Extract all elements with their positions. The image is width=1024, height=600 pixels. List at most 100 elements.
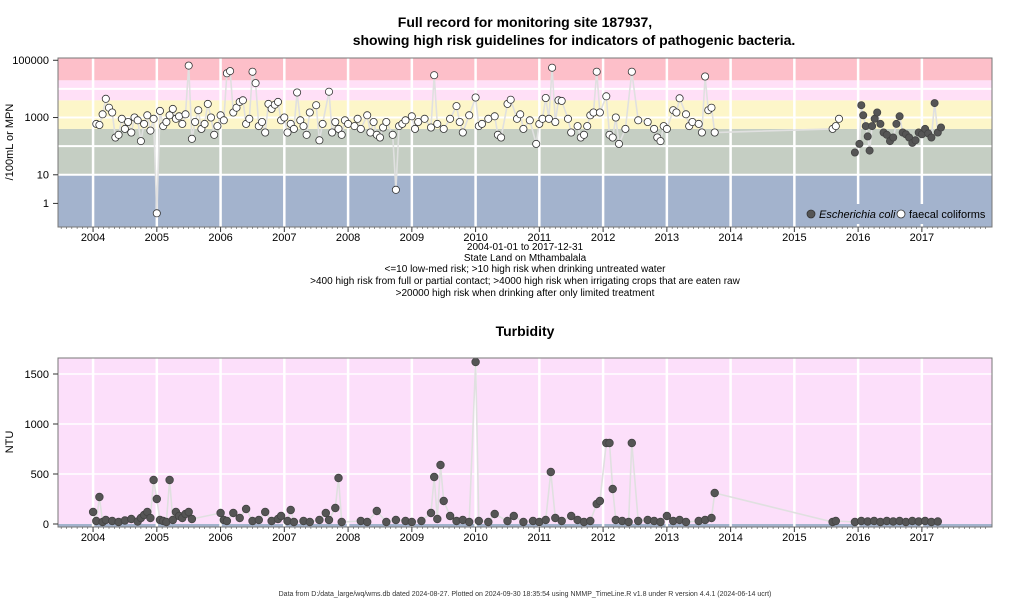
turbidity-point-29 <box>222 516 232 526</box>
faecal-coliform-point-2 <box>98 110 107 119</box>
faecal-coliform-point-11 <box>127 128 136 137</box>
x2-tick-label-2011: 2011 <box>528 532 552 544</box>
turbidity-point-51 <box>363 517 372 527</box>
chart2-background <box>58 358 992 527</box>
turbidity-point-32 <box>241 504 251 514</box>
note-site-name: State Land on Mthambalala <box>464 253 587 264</box>
turbidity-point-48 <box>334 473 343 483</box>
faecal-coliform-point-99 <box>433 119 442 128</box>
faecal-coliform-point-137 <box>595 108 604 117</box>
faecal-coliform-point-9 <box>120 124 129 133</box>
faecal-coliform-point-65 <box>299 122 308 131</box>
faecal-coliform-point-10 <box>124 118 133 127</box>
faecal-coliform-point-114 <box>506 95 515 104</box>
x2-tick-label-2009: 2009 <box>400 532 424 544</box>
note-date-range: 2004-01-01 to 2017-12-31 <box>467 242 584 253</box>
faecal-coliform-point-123 <box>544 114 553 123</box>
faecal-coliform-point-133 <box>583 122 592 131</box>
faecal-coliform-point-59 <box>280 113 289 122</box>
turbidity-point-76 <box>541 515 550 525</box>
ecoli-point-6 <box>865 146 874 155</box>
faecal-coliform-point-138 <box>602 92 611 101</box>
turbidity-point-47 <box>331 503 340 513</box>
ecoli-point-15 <box>892 119 901 128</box>
faecal-coliform-point-7 <box>114 130 123 139</box>
chart1-title-line1: Full record for monitoring site 187937, <box>398 14 652 30</box>
faecal-coliform-point-1 <box>95 121 104 130</box>
faecal-coliform-point-22 <box>162 118 171 127</box>
faecal-coliform-point-165 <box>831 122 840 131</box>
faecal-coliform-point-16 <box>143 111 152 120</box>
faecal-coliform-point-60 <box>283 128 292 137</box>
x2-tick-label-2014: 2014 <box>718 532 742 544</box>
y2-tick-label-500: 500 <box>31 469 49 481</box>
turbidity-point-69 <box>484 517 493 527</box>
faecal-coliform-point-49 <box>248 67 257 76</box>
turbidity-point-0 <box>88 507 98 517</box>
faecal-coliform-point-125 <box>551 118 560 127</box>
turbidity-point-72 <box>509 511 518 521</box>
x-tick-label-2012: 2012 <box>591 232 615 244</box>
turbidity-point-97 <box>662 511 672 521</box>
chart1-frame <box>57 57 993 228</box>
y2-tick-label-1500: 1500 <box>25 369 49 381</box>
x-tick-label-2013: 2013 <box>655 232 679 244</box>
faecal-coliform-point-151 <box>662 124 671 133</box>
legend-box <box>802 204 988 224</box>
faecal-coliform-point-14 <box>136 137 145 146</box>
legend-fc-label: faecal coliforms <box>909 209 986 221</box>
turbidity-point-91 <box>624 517 633 527</box>
note-risk-1: <=10 low-med risk; >10 high risk when dr… <box>385 264 667 275</box>
ecoli-point-29 <box>937 123 946 132</box>
turbidity-point-59 <box>430 472 439 482</box>
turbidity-point-79 <box>557 516 566 526</box>
faecal-coliform-point-141 <box>611 113 620 122</box>
faecal-coliform-point-85 <box>375 133 384 142</box>
ecoli-point-9 <box>873 108 882 117</box>
turbidity-point-77 <box>546 467 555 477</box>
faecal-coliform-point-163 <box>710 128 719 137</box>
x-tick-label-2010: 2010 <box>463 232 487 244</box>
faecal-coliform-point-106 <box>471 93 480 102</box>
ecoli-point-27 <box>930 99 939 108</box>
x-tick-label-2016: 2016 <box>846 232 870 244</box>
faecal-coliform-point-3 <box>101 94 110 103</box>
turbidity-point-70 <box>490 509 499 519</box>
turbidity-point-96 <box>656 517 665 527</box>
chart1-risk-bands <box>58 58 992 227</box>
x-tick-label-2009: 2009 <box>400 232 424 244</box>
note-risk-2: >400 high risk from full or partial cont… <box>310 276 740 287</box>
turbidity-point-92 <box>627 438 636 448</box>
x2-tick-label-2017: 2017 <box>910 532 934 544</box>
x2-tick-label-2012: 2012 <box>591 532 615 544</box>
turbidity-point-93 <box>634 516 643 526</box>
chart2-title: Turbidity <box>496 323 555 339</box>
faecal-coliform-point-50 <box>251 79 260 88</box>
turbidity-point-56 <box>407 517 416 527</box>
faecal-coliform-point-23 <box>165 111 174 120</box>
x2-tick-label-2016: 2016 <box>846 532 870 544</box>
faecal-coliform-point-40 <box>219 116 228 125</box>
turbidity-point-46 <box>324 515 334 525</box>
turbidity-point-43 <box>305 517 314 527</box>
faecal-coliform-point-118 <box>525 116 534 125</box>
faecal-coliform-point-166 <box>835 114 844 123</box>
turbidity-point-26 <box>187 514 197 524</box>
ecoli-point-0 <box>850 148 859 157</box>
x-tick-label-2005: 2005 <box>145 232 169 244</box>
faecal-coliform-point-147 <box>650 124 659 133</box>
faecal-coliform-point-24 <box>168 104 177 113</box>
faecal-coliform-point-158 <box>694 119 703 128</box>
faecal-coliform-point-97 <box>426 123 435 132</box>
faecal-coliform-point-32 <box>194 106 203 115</box>
faecal-coliform-point-81 <box>363 111 372 120</box>
faecal-coliform-point-46 <box>238 96 247 105</box>
chart1-x-ticks: 2004 2005 2006 2007 2008 2009 2010 2011 2012 2013… <box>60 227 986 244</box>
faecal-coliform-point-127 <box>557 96 566 105</box>
faecal-coliform-point-5 <box>108 108 117 117</box>
faecal-coliform-point-30 <box>187 134 196 143</box>
faecal-coliform-point-34 <box>200 119 209 128</box>
faecal-coliform-point-29 <box>184 61 193 70</box>
faecal-coliform-point-154 <box>675 94 684 103</box>
